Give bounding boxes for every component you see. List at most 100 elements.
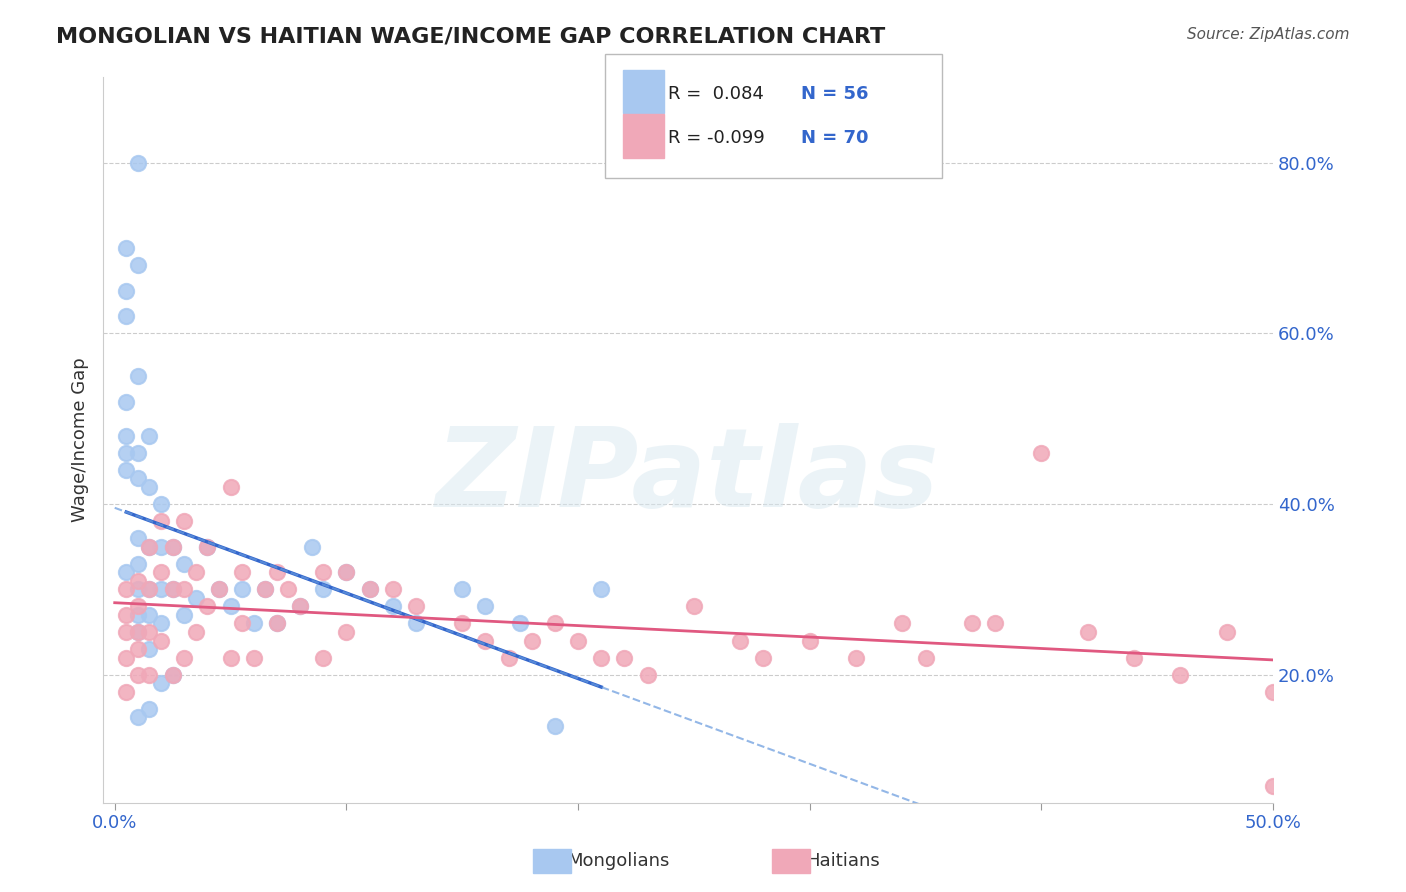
Point: [914, 650, 936, 665]
Point: [127, 642, 149, 657]
Point: [173, 607, 195, 622]
Point: [127, 624, 149, 639]
Point: [138, 702, 160, 716]
Point: [115, 429, 138, 443]
Point: [127, 667, 149, 681]
Point: [1123, 650, 1146, 665]
Point: [195, 599, 218, 614]
Point: [359, 582, 381, 597]
Point: [591, 582, 613, 597]
Point: [498, 650, 520, 665]
Point: [1170, 667, 1192, 681]
Point: [173, 582, 195, 597]
Point: [127, 710, 149, 724]
Point: [127, 258, 149, 272]
Point: [1031, 446, 1053, 460]
Text: R =  0.084: R = 0.084: [668, 85, 763, 103]
Point: [127, 599, 149, 614]
Point: [195, 540, 218, 554]
Point: [115, 310, 138, 324]
Point: [359, 582, 381, 597]
Point: [288, 599, 311, 614]
Point: [162, 582, 184, 597]
Point: [683, 599, 706, 614]
Point: [150, 582, 173, 597]
Point: [613, 650, 636, 665]
Point: [127, 471, 149, 485]
Point: [312, 582, 335, 597]
Point: [184, 624, 207, 639]
Point: [115, 582, 138, 597]
Point: [150, 497, 173, 511]
Point: [381, 599, 404, 614]
Point: [335, 566, 357, 580]
Point: [254, 582, 277, 597]
Point: [138, 642, 160, 657]
Point: [219, 480, 242, 494]
Point: [195, 540, 218, 554]
Point: [162, 667, 184, 681]
Point: [219, 599, 242, 614]
Point: [591, 650, 613, 665]
Point: [451, 582, 474, 597]
Point: [173, 514, 195, 528]
Point: [127, 574, 149, 588]
Y-axis label: Wage/Income Gap: Wage/Income Gap: [72, 358, 89, 523]
Text: Haitians: Haitians: [807, 852, 880, 870]
Point: [242, 650, 264, 665]
Point: [335, 624, 357, 639]
Point: [231, 582, 253, 597]
Point: [138, 624, 160, 639]
Point: [208, 582, 231, 597]
Point: [277, 582, 299, 597]
Point: [127, 155, 149, 169]
Point: [544, 719, 567, 733]
Point: [242, 616, 264, 631]
Point: [138, 540, 160, 554]
Point: [115, 463, 138, 477]
Point: [150, 676, 173, 690]
Point: [138, 582, 160, 597]
Point: [115, 607, 138, 622]
Text: Mongolians: Mongolians: [568, 852, 669, 870]
Point: [162, 540, 184, 554]
Point: [405, 599, 427, 614]
Point: [1261, 684, 1284, 698]
Point: [115, 446, 138, 460]
Point: [254, 582, 277, 597]
Point: [150, 566, 173, 580]
Point: [451, 616, 474, 631]
Point: [799, 633, 821, 648]
Point: [520, 633, 543, 648]
Point: [474, 633, 496, 648]
Text: N = 70: N = 70: [801, 129, 869, 147]
Point: [266, 616, 288, 631]
Point: [509, 616, 531, 631]
Text: ZIPatlas: ZIPatlas: [436, 423, 941, 530]
Point: [288, 599, 311, 614]
Point: [138, 667, 160, 681]
Point: [138, 429, 160, 443]
Point: [752, 650, 775, 665]
Point: [138, 582, 160, 597]
Point: [150, 514, 173, 528]
Point: [266, 566, 288, 580]
Point: [728, 633, 751, 648]
Point: [127, 531, 149, 545]
Point: [115, 684, 138, 698]
Point: [219, 650, 242, 665]
Point: [127, 607, 149, 622]
Point: [138, 607, 160, 622]
Point: [231, 566, 253, 580]
Text: R = -0.099: R = -0.099: [668, 129, 765, 147]
Point: [891, 616, 914, 631]
Point: [381, 582, 404, 597]
Point: [960, 616, 983, 631]
Point: [173, 650, 195, 665]
Point: [173, 557, 195, 571]
Text: Source: ZipAtlas.com: Source: ZipAtlas.com: [1187, 27, 1350, 42]
Point: [127, 557, 149, 571]
Point: [162, 540, 184, 554]
Point: [1077, 624, 1099, 639]
Point: [138, 540, 160, 554]
